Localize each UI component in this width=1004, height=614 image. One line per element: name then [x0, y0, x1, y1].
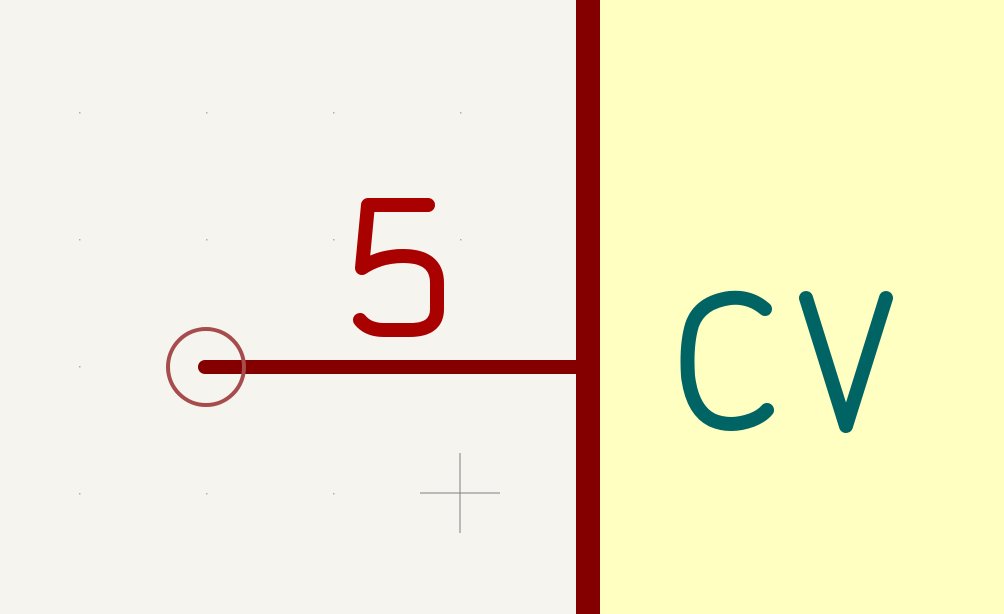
grid-dot: [206, 112, 208, 114]
pin-name-glyph-c: [680, 290, 774, 431]
pin-name: CV: [680, 290, 893, 433]
grid-dot: [79, 239, 81, 241]
pin-number: 5: [353, 198, 444, 337]
grid-dot: [79, 112, 81, 114]
cursor-crosshair: [420, 453, 500, 533]
grid-dots: [79, 112, 462, 495]
grid-dot: [79, 366, 81, 368]
grid-dot: [333, 239, 335, 241]
symbol-body[interactable]: [588, 0, 1004, 614]
grid-dot: [460, 112, 462, 114]
grid-dot: [333, 112, 335, 114]
grid-dot: [206, 493, 208, 495]
pin-name-glyph-v: [799, 291, 893, 433]
pin-connection-circle[interactable]: [166, 327, 246, 407]
grid-dot: [460, 239, 462, 241]
pin-number-glyph: [353, 198, 444, 337]
grid-dot: [206, 239, 208, 241]
grid-dot: [79, 493, 81, 495]
grid-dot: [333, 493, 335, 495]
